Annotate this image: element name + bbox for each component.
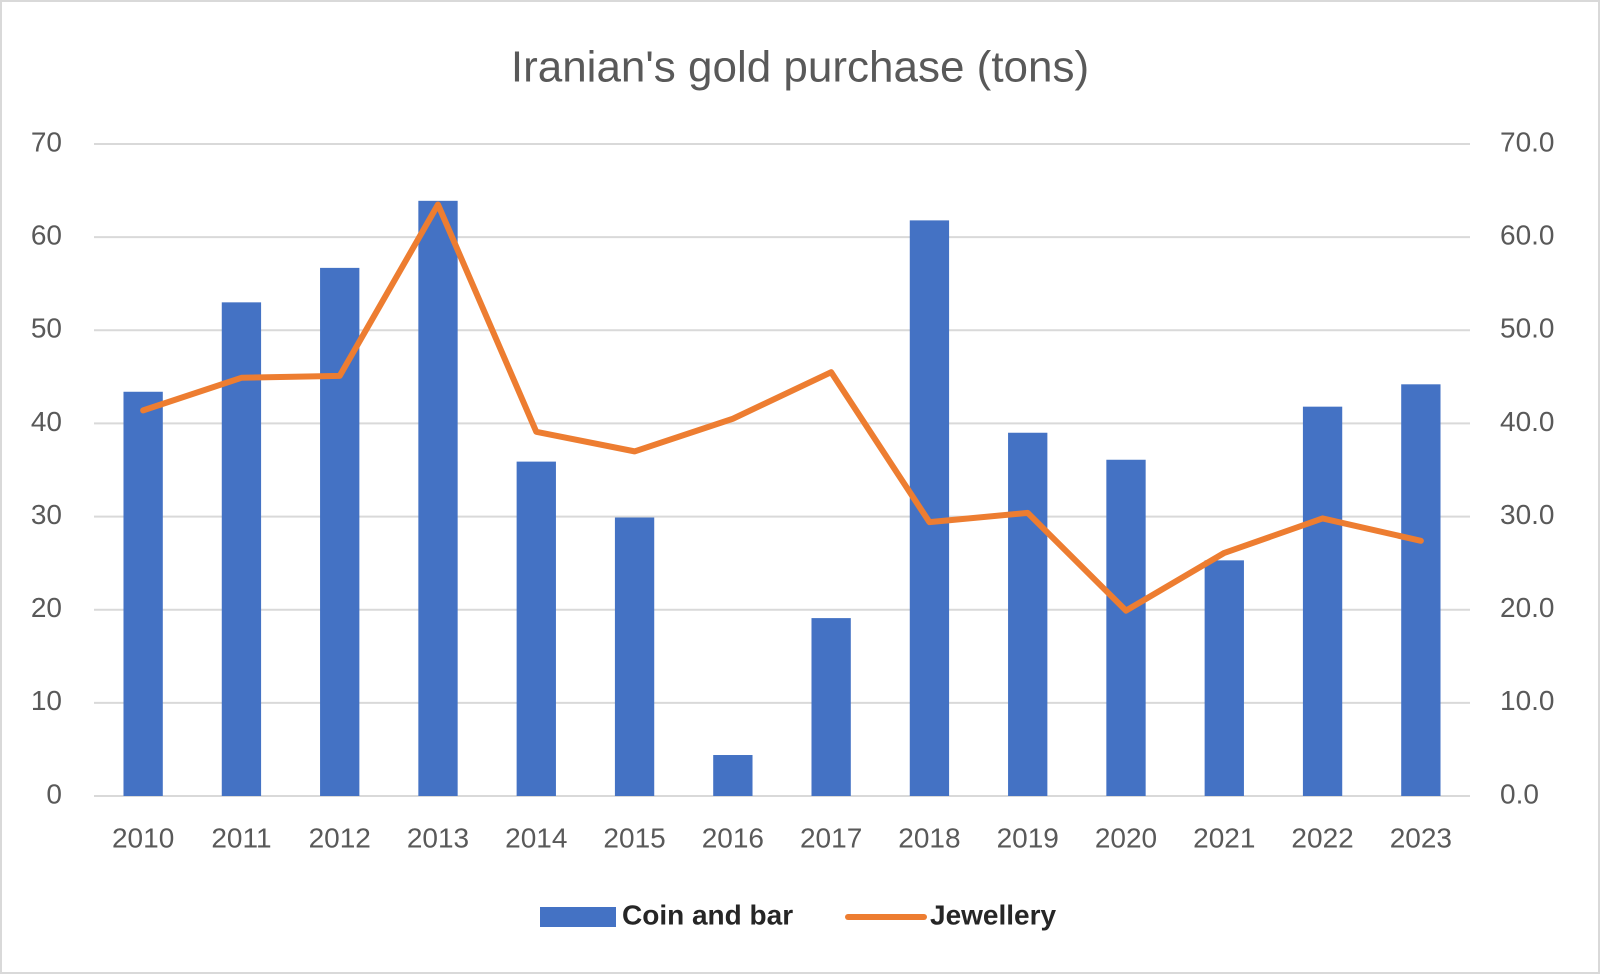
y-tick-label: 50 [31,313,62,344]
y2-tick-label: 20.0 [1500,592,1555,623]
x-tick-label: 2019 [997,822,1059,853]
y2-tick-label: 70.0 [1500,126,1555,157]
y-tick-label: 10 [31,685,62,716]
legend-label: Coin and bar [622,899,793,930]
y2-tick-label: 60.0 [1500,220,1555,251]
x-tick-label: 2021 [1193,822,1255,853]
y2-tick-label: 40.0 [1500,406,1555,437]
bar [1401,384,1441,796]
bar [811,618,851,796]
x-tick-label: 2016 [702,822,764,853]
line [140,201,1424,614]
x-tick-label: 2011 [211,822,271,853]
bar [713,755,753,796]
y2-tick-label: 0.0 [1500,778,1539,809]
x-tick-label: 2017 [800,822,862,853]
x-tick-label: 2022 [1291,822,1353,853]
x-tick-label: 2013 [407,822,469,853]
y-tick-label: 70 [31,126,62,157]
x-tick-label: 2023 [1390,822,1452,853]
bar [1302,406,1343,796]
y2-tick-label: 30.0 [1500,499,1555,530]
bar [1204,560,1244,796]
y-tick-label: 0 [46,778,62,809]
bar [1008,432,1048,796]
bar [909,220,950,796]
bar [516,461,556,796]
y-tick-label: 60 [31,220,62,251]
x-tick-label: 2018 [898,822,960,853]
y-tick-label: 40 [31,406,62,437]
y2-tick-label: 10.0 [1500,685,1555,716]
x-tick-label: 2020 [1095,822,1157,853]
legend-swatch [540,907,616,927]
x-tick-label: 2012 [309,822,371,853]
legend-label: Jewellery [930,899,1057,930]
y-tick-label: 30 [31,499,62,530]
chart-title: Iranian's gold purchase (tons) [511,43,1089,92]
x-tick-label: 2014 [505,822,567,853]
x-tick-label: 2010 [112,822,174,853]
bar [418,200,458,796]
bar [1106,459,1146,796]
bar [614,517,655,796]
x-tick-label: 2015 [603,822,665,853]
y-tick-label: 20 [31,592,62,623]
y2-tick-label: 50.0 [1500,313,1555,344]
bar [123,391,163,796]
